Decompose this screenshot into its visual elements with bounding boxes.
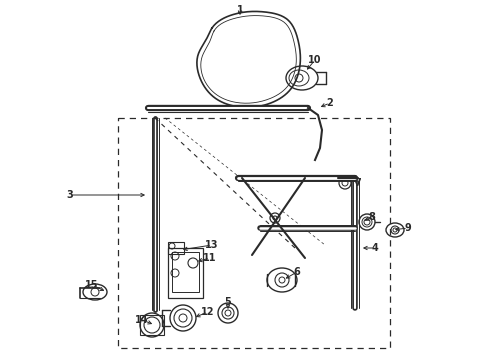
- Text: 7: 7: [355, 178, 362, 188]
- Text: 4: 4: [371, 243, 378, 253]
- Text: 9: 9: [405, 223, 412, 233]
- Text: 13: 13: [205, 240, 219, 250]
- Bar: [168, 248, 203, 298]
- Bar: [172, 252, 199, 292]
- Text: 12: 12: [201, 307, 215, 317]
- Circle shape: [140, 313, 164, 337]
- Circle shape: [170, 305, 196, 331]
- Circle shape: [218, 303, 238, 323]
- Text: 14: 14: [135, 315, 149, 325]
- Text: 5: 5: [224, 297, 231, 307]
- Text: 6: 6: [294, 267, 300, 277]
- Bar: [140, 315, 164, 335]
- Text: 15: 15: [85, 280, 99, 290]
- Text: 3: 3: [67, 190, 74, 200]
- Text: 1: 1: [237, 5, 244, 15]
- Bar: [168, 242, 184, 254]
- Text: 2: 2: [327, 98, 333, 108]
- Text: 10: 10: [308, 55, 322, 65]
- Text: 8: 8: [368, 212, 375, 222]
- Circle shape: [339, 177, 351, 189]
- Circle shape: [391, 226, 399, 234]
- Text: 11: 11: [203, 253, 217, 263]
